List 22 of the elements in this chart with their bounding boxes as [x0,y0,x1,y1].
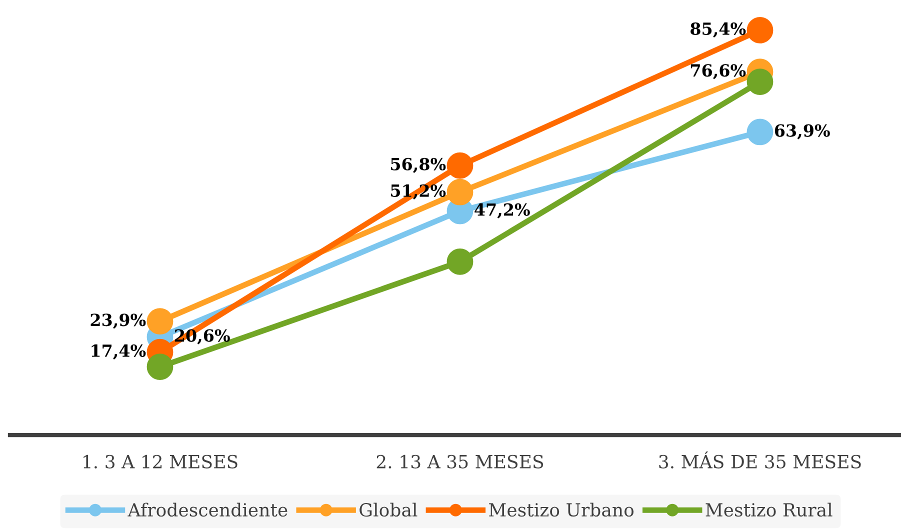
x-tick-label: 3. MÁS DE 35 MESES [659,452,861,468]
legend-label: Mestizo Urbano [489,502,634,517]
data-label: 76,6% [691,64,746,80]
point [446,248,474,275]
data-label: 23,9% [90,314,146,329]
legend-label: Global [360,502,418,517]
point [446,178,474,206]
data-label: 63,9% [774,124,830,140]
point [746,118,774,146]
data-label: 47,2% [474,203,530,218]
data-label: 17,4% [92,344,146,360]
point [146,308,174,335]
point [746,17,774,44]
point [446,152,474,179]
data-label: 56,8% [391,158,446,173]
legend-label: Afrodescendiente [128,502,288,517]
data-label: 85,4% [690,22,746,38]
x-tick-label: 2. 13 A 35 MESES [376,454,544,468]
legend-label: Mestizo Rural [706,502,832,517]
x-tick-label: 1. 3 A 12 MESES [84,454,238,468]
point [746,68,774,95]
point [146,354,174,380]
